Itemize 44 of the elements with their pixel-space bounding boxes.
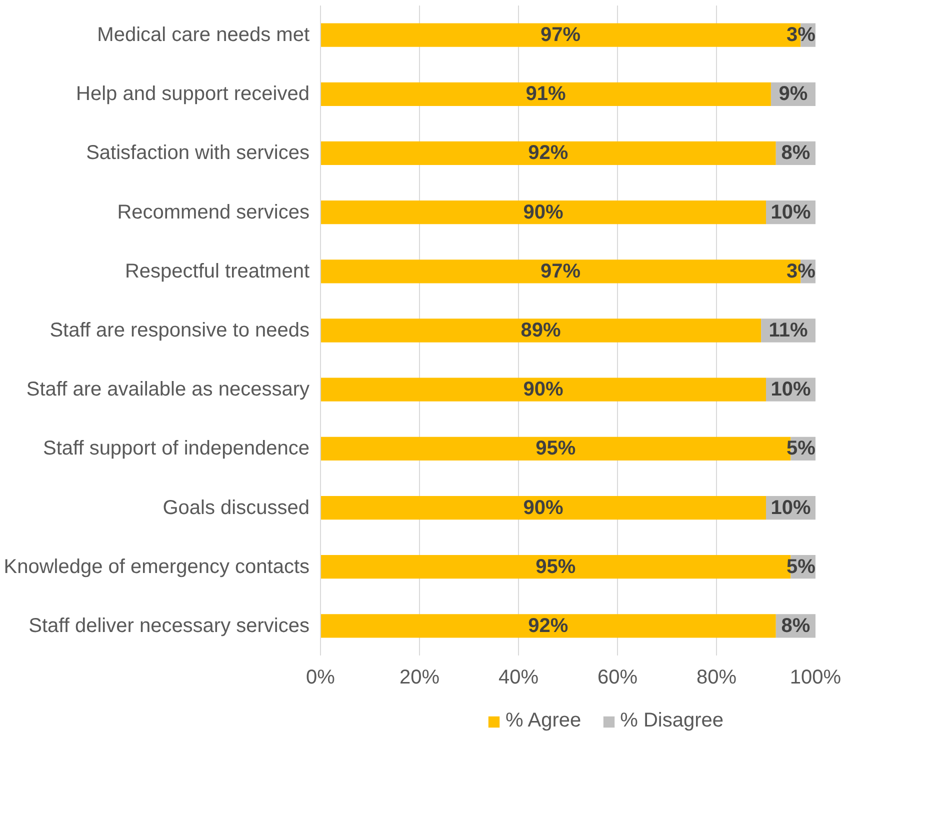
x-tick-label: 60% xyxy=(597,666,638,688)
bar xyxy=(320,141,776,166)
data-label: 95% xyxy=(536,556,576,578)
data-label: 97% xyxy=(540,260,581,282)
x-tick-label: 100% xyxy=(790,666,842,688)
data-label: 91% xyxy=(526,83,566,106)
y-tick-label: Help and support received xyxy=(76,83,310,106)
x-tick-label: 40% xyxy=(498,666,539,688)
data-label: 11% xyxy=(768,320,808,342)
bar xyxy=(320,496,766,520)
y-tick-label: Knowledge of emergency contacts xyxy=(4,556,310,578)
data-label: 8% xyxy=(781,614,810,637)
data-label: 95% xyxy=(536,438,576,460)
y-tick-label: Satisfaction with services xyxy=(86,142,310,164)
y-tick-label: Staff deliver necessary services xyxy=(28,614,310,637)
data-label: 97% xyxy=(540,24,581,46)
bar xyxy=(320,614,776,638)
legend-label: % Agree xyxy=(506,710,582,732)
y-tick-label: Staff support of independence xyxy=(42,438,310,460)
y-tick-label: Recommend services xyxy=(117,201,310,224)
data-label: 89% xyxy=(520,320,562,342)
legend-label: % Disagree xyxy=(620,710,724,732)
x-tick-label: 0% xyxy=(306,666,336,688)
x-tick-label: 80% xyxy=(696,666,737,688)
y-tick-label: Medical care needs met xyxy=(97,24,310,46)
y-tick-label: Staff are responsive to needs xyxy=(50,320,310,342)
y-tick-label: Staff are available as necessary xyxy=(26,378,310,401)
bar xyxy=(320,378,766,402)
data-label: 10% xyxy=(770,496,811,519)
data-label: 92% xyxy=(528,142,568,164)
data-label: 10% xyxy=(770,201,811,224)
x-tick-label: 20% xyxy=(399,666,440,688)
bar xyxy=(320,82,771,106)
data-label: 90% xyxy=(523,378,564,401)
data-label: 90% xyxy=(523,496,564,519)
data-label: 92% xyxy=(528,614,568,637)
data-label: 10% xyxy=(770,378,811,401)
data-label: 90% xyxy=(523,201,564,224)
y-tick-label: Goals discussed xyxy=(162,496,310,519)
bar xyxy=(320,200,766,224)
y-tick-label: Respectful treatment xyxy=(124,260,310,282)
data-label: 8% xyxy=(781,142,810,164)
bar xyxy=(320,318,762,342)
data-label: 9% xyxy=(778,83,808,106)
